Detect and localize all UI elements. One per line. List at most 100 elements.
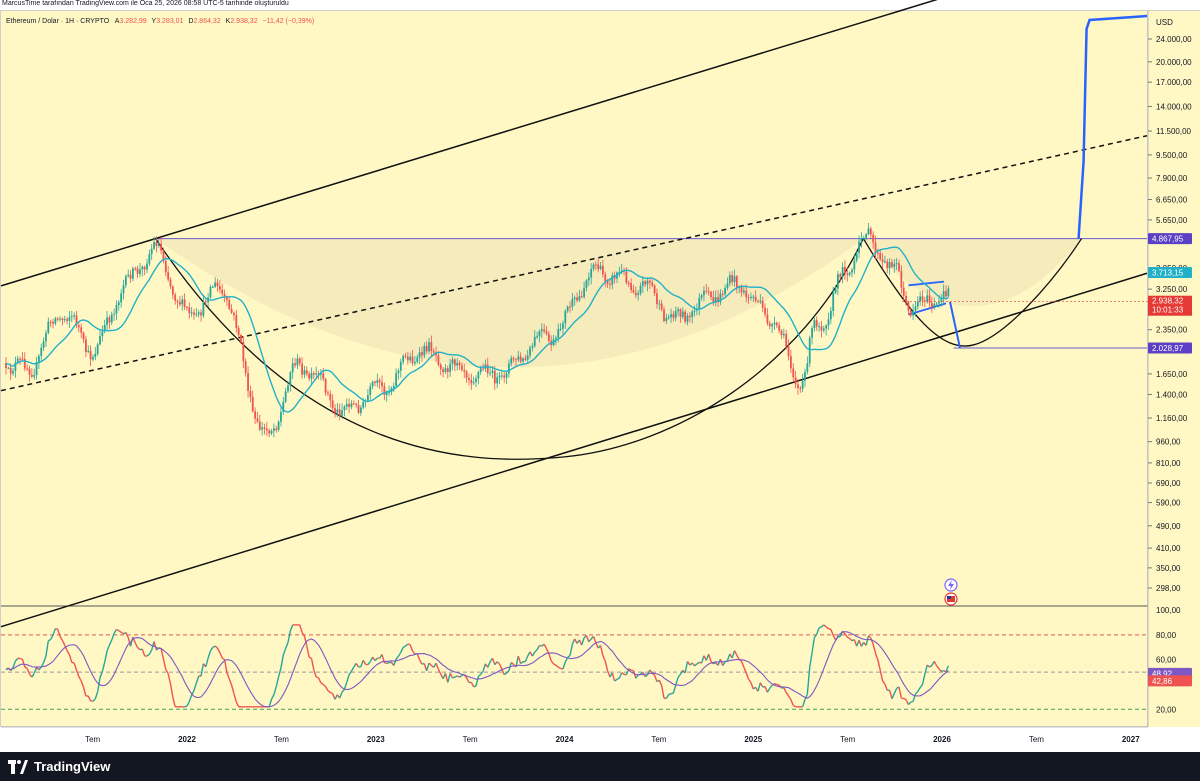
rsi-segment xyxy=(184,705,188,708)
candle xyxy=(85,339,87,352)
candle xyxy=(176,300,179,302)
candle xyxy=(933,303,936,308)
candle xyxy=(872,234,875,243)
rsi-segment xyxy=(860,642,865,647)
candle xyxy=(301,363,303,375)
rsi-segment xyxy=(787,695,792,701)
candle xyxy=(235,315,238,328)
rsi-segment xyxy=(137,647,141,651)
rsi-segment xyxy=(38,666,42,671)
candle xyxy=(355,403,358,405)
rsi-segment xyxy=(675,677,679,686)
projection-breakout[interactable] xyxy=(1077,14,1148,239)
price-tick-label: 7.900,00 xyxy=(1156,174,1188,183)
candle xyxy=(599,265,602,270)
candle xyxy=(265,428,268,431)
rsi-segment xyxy=(221,657,225,661)
rsi-segment xyxy=(284,642,289,649)
candle xyxy=(209,287,212,298)
rsi-segment xyxy=(216,647,221,653)
channel-upper-line[interactable] xyxy=(0,0,1147,287)
rsi-tag[interactable] xyxy=(1148,675,1192,687)
rsi-segment xyxy=(31,672,35,678)
rsi-segment xyxy=(846,636,850,640)
candle xyxy=(59,318,61,320)
rsi-segment xyxy=(731,650,736,659)
ma-tag[interactable] xyxy=(1148,266,1192,278)
candle xyxy=(766,314,769,324)
rsi-segment xyxy=(919,684,924,689)
price-axis-strip[interactable] xyxy=(1148,10,1200,727)
resistance-tag[interactable] xyxy=(1148,233,1192,245)
candle xyxy=(526,355,529,360)
tradingview-logo[interactable]: TradingView xyxy=(8,759,110,774)
grid-layer xyxy=(1,10,1149,728)
target-tag[interactable] xyxy=(1148,342,1192,354)
rsi-segment xyxy=(66,650,71,655)
rsi-segment xyxy=(759,682,764,688)
rsi-segment xyxy=(454,675,458,678)
candle xyxy=(99,336,101,345)
candle xyxy=(529,347,531,356)
price-tick-label: 690,00 xyxy=(1156,479,1181,488)
price-tick-label: 20.000,00 xyxy=(1156,58,1192,67)
rsi-segment xyxy=(501,669,505,675)
candle xyxy=(564,311,567,324)
rsi-segment xyxy=(146,653,150,657)
candle xyxy=(160,243,162,251)
candle xyxy=(449,363,452,372)
cup-arc[interactable] xyxy=(155,238,864,460)
rsi-segment xyxy=(726,653,731,661)
candle xyxy=(684,311,687,322)
projection-drop[interactable] xyxy=(949,301,961,349)
candle xyxy=(916,301,919,307)
chart-svg[interactable]: USD 24.000,00 20.000,00 17.000,00 14.000,00 1… xyxy=(0,0,1200,752)
candle xyxy=(141,266,144,270)
rsi-segment xyxy=(905,699,910,705)
rsi-segment xyxy=(355,662,360,668)
candle xyxy=(327,392,329,394)
channel-mid-line[interactable] xyxy=(0,134,1148,392)
candle xyxy=(38,356,40,363)
candle xyxy=(670,314,672,318)
last-price-tag[interactable] xyxy=(1148,295,1192,316)
candle xyxy=(75,315,78,326)
rsi-segment xyxy=(205,657,209,668)
rsi-segment xyxy=(929,664,933,668)
rsi-segment xyxy=(57,628,61,637)
flag-lower[interactable] xyxy=(908,302,947,316)
candle xyxy=(40,347,43,357)
rsi-segment xyxy=(113,629,118,634)
price-tick-label: 11.500,00 xyxy=(1156,127,1192,136)
candle xyxy=(258,421,261,430)
candle xyxy=(287,385,289,392)
candle xyxy=(543,329,546,332)
candle xyxy=(808,337,811,364)
candle xyxy=(804,371,806,381)
rsi-segment xyxy=(548,653,552,662)
rsi-segment xyxy=(228,678,233,686)
candle xyxy=(115,305,118,314)
candle xyxy=(740,286,743,293)
candle xyxy=(214,282,217,287)
rsi-segment xyxy=(346,674,350,683)
candle xyxy=(296,358,299,366)
flag-upper[interactable] xyxy=(908,280,945,287)
rsi-segment xyxy=(343,682,348,690)
candle xyxy=(223,293,226,297)
candle xyxy=(780,330,783,336)
candle xyxy=(96,344,99,354)
rsi-segment xyxy=(367,661,371,665)
candle xyxy=(94,353,97,358)
rsi-ma-tag-text: 48,92 xyxy=(1152,669,1173,678)
candle xyxy=(515,359,517,361)
handle-arc[interactable] xyxy=(862,238,1083,347)
candle xyxy=(150,248,153,255)
candle xyxy=(411,356,414,364)
chart-area[interactable] xyxy=(0,10,1148,727)
rsi-segment xyxy=(306,645,310,658)
rsi-segment xyxy=(12,660,17,668)
candle xyxy=(66,319,68,321)
cup-fill xyxy=(155,238,864,368)
rsi-segment xyxy=(679,669,684,675)
